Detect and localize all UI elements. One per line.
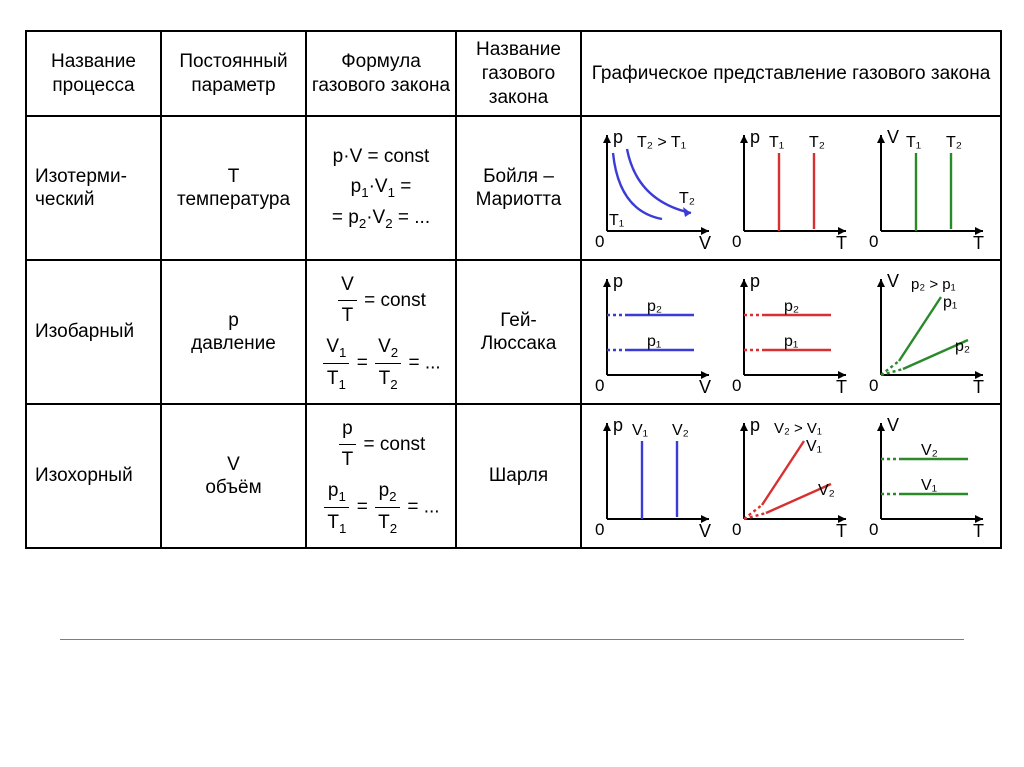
- svg-text:T₂: T₂: [679, 190, 695, 207]
- svg-text:p: p: [613, 415, 623, 435]
- formula-1: p·V = constp1·V1 == p2·V2 = ...: [306, 116, 456, 260]
- svg-text:p₂: p₂: [647, 298, 662, 315]
- svg-text:T: T: [836, 521, 847, 541]
- svg-text:V: V: [887, 271, 899, 291]
- row-isobaric: Изобарный pдавление VT = const V1T1 = V2…: [26, 260, 1001, 404]
- svg-text:p₂: p₂: [955, 338, 970, 355]
- row-isochoric: Изохорный Vобъём pT = const p1T1 = p2T2 …: [26, 404, 1001, 548]
- header-row: Название процесса Постоянный параметр Фо…: [26, 31, 1001, 116]
- svg-text:p₁: p₁: [943, 294, 957, 311]
- h5: Графическое представление газового закон…: [581, 31, 1001, 116]
- row-isothermal: Изотерми-ческий Tтемпература p·V = const…: [26, 116, 1001, 260]
- svg-text:p: p: [750, 271, 760, 291]
- svg-text:V₂: V₂: [921, 442, 938, 459]
- svg-text:0: 0: [732, 520, 741, 539]
- process-3: Изохорный: [26, 404, 161, 548]
- svg-text:T₂: T₂: [946, 134, 962, 151]
- param-2: pдавление: [161, 260, 306, 404]
- param-3: Vобъём: [161, 404, 306, 548]
- svg-text:p: p: [750, 415, 760, 435]
- h2: Постоянный параметр: [161, 31, 306, 116]
- svg-text:V₂: V₂: [818, 482, 835, 499]
- process-2: Изобарный: [26, 260, 161, 404]
- svg-text:V: V: [699, 377, 711, 397]
- svg-text:p₂: p₂: [784, 298, 799, 315]
- formula-3: pT = const p1T1 = p2T2 = ...: [306, 404, 456, 548]
- process-1: Изотерми-ческий: [26, 116, 161, 260]
- svg-text:p₁: p₁: [647, 333, 661, 350]
- svg-text:V: V: [887, 127, 899, 147]
- svg-text:T₂: T₂: [809, 134, 825, 151]
- svg-text:0: 0: [869, 376, 878, 395]
- h3: Формула газового закона: [306, 31, 456, 116]
- svg-text:T₂ > T₁: T₂ > T₁: [637, 134, 686, 151]
- svg-text:0: 0: [869, 232, 878, 251]
- svg-text:T: T: [973, 233, 984, 253]
- svg-text:V: V: [699, 233, 711, 253]
- svg-text:T₁: T₁: [906, 134, 921, 151]
- law-3: Шарля: [456, 404, 581, 548]
- graphs-1: 0 Vp T₁ T₂ T₂ > T₁ 0 Tp T₁ T₂ 0 T V T₁ T₂: [581, 116, 1001, 260]
- h1: Название процесса: [26, 31, 161, 116]
- svg-text:V: V: [699, 521, 711, 541]
- svg-text:T₁: T₁: [769, 134, 784, 151]
- law-2: Гей-Люссака: [456, 260, 581, 404]
- gas-laws-table: Название процесса Постоянный параметр Фо…: [25, 30, 1002, 549]
- svg-text:T: T: [973, 377, 984, 397]
- svg-text:0: 0: [595, 376, 604, 395]
- svg-text:T₁: T₁: [609, 212, 624, 229]
- footer-divider: [60, 639, 964, 640]
- formula-2: VT = const V1T1 = V2T2 = ...: [306, 260, 456, 404]
- svg-text:p₁: p₁: [784, 333, 798, 350]
- h4: Название газового закона: [456, 31, 581, 116]
- graphs-3: 0 Vp V₁ V₂ 0 Tp V₁ V₂ V₂ > V₁ 0 T V V₂ V₁: [581, 404, 1001, 548]
- svg-text:T: T: [836, 377, 847, 397]
- svg-text:0: 0: [595, 520, 604, 539]
- law-1: Бойля –Мариотта: [456, 116, 581, 260]
- svg-text:V₂ > V₁: V₂ > V₁: [774, 420, 822, 437]
- svg-text:T: T: [973, 521, 984, 541]
- svg-text:V₂: V₂: [672, 422, 689, 439]
- svg-text:V₁: V₁: [632, 422, 648, 439]
- svg-text:0: 0: [595, 232, 604, 251]
- svg-text:0: 0: [869, 520, 878, 539]
- graphs-2: 0 Vp p₂ p₁ 0 Tp p₂ p₁ 0 T Vp₁ p₂ p₂ > p₁: [581, 260, 1001, 404]
- param-1: Tтемпература: [161, 116, 306, 260]
- svg-text:0: 0: [732, 376, 741, 395]
- svg-text:p: p: [613, 127, 623, 147]
- svg-text:0: 0: [732, 232, 741, 251]
- svg-text:V₁: V₁: [806, 438, 822, 455]
- svg-text:p: p: [613, 271, 623, 291]
- svg-text:T: T: [836, 233, 847, 253]
- svg-text:p₂ > p₁: p₂ > p₁: [911, 276, 956, 293]
- svg-text:V₁: V₁: [921, 477, 937, 494]
- svg-text:p: p: [750, 127, 760, 147]
- svg-text:V: V: [887, 415, 899, 435]
